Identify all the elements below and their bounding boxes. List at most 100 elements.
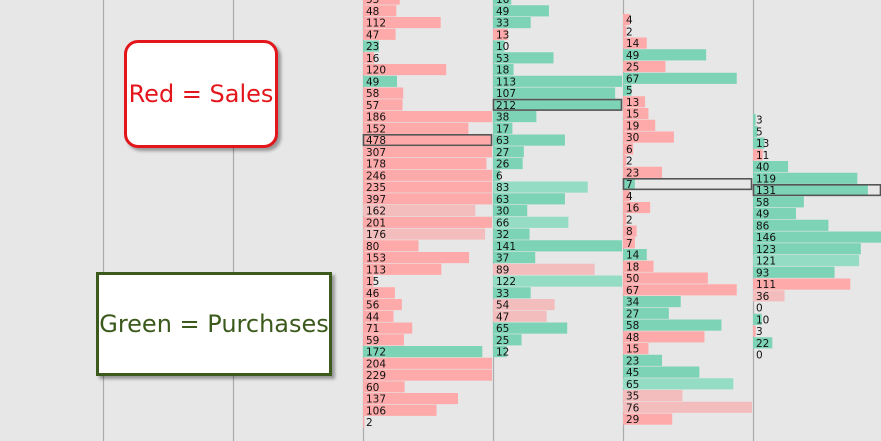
- volume-label: 121: [756, 256, 776, 268]
- volume-label: 17: [496, 123, 509, 135]
- volume-label: 49: [496, 6, 509, 18]
- purchase-bar: [623, 84, 632, 96]
- volume-label: 58: [626, 320, 639, 332]
- purchase-bar: [493, 322, 568, 334]
- volume-label: 25: [496, 335, 509, 347]
- volume-label: 76: [626, 402, 640, 414]
- volume-label: 60: [366, 382, 379, 394]
- volume-label: 53: [496, 53, 509, 65]
- volume-label: 107: [496, 88, 516, 100]
- purchase-bar: [753, 337, 773, 349]
- sales-bar: [753, 149, 763, 161]
- sales-bar: [623, 413, 673, 425]
- volume-label: 83: [496, 182, 509, 194]
- purchase-bar: [753, 231, 881, 243]
- volume-label: 23: [626, 355, 639, 367]
- volume-label: 27: [496, 147, 509, 159]
- volume-label: 153: [366, 253, 386, 265]
- volume-label: 0: [756, 350, 763, 362]
- purchase-bar: [753, 196, 804, 208]
- sales-bar: [363, 52, 375, 64]
- sales-bar: [623, 390, 683, 402]
- volume-label: 113: [366, 264, 386, 276]
- profile-column-1: 5348112472316120495857186152478307178246…: [362, 0, 493, 429]
- volume-label: 112: [366, 18, 386, 30]
- purchase-bar: [623, 366, 700, 378]
- purchase-bar: [493, 205, 528, 217]
- sales-bar: [623, 37, 647, 49]
- volume-label: 123: [756, 244, 776, 256]
- volume-label: 45: [626, 367, 639, 379]
- volume-label: 3: [756, 326, 763, 338]
- sales-bar: [363, 404, 437, 416]
- volume-label: 152: [366, 123, 386, 135]
- purchase-bar: [753, 114, 756, 126]
- volume-label: 49: [626, 50, 639, 62]
- purchase-bar: [493, 122, 513, 134]
- volume-label: 15: [626, 344, 639, 356]
- sales-bar: [363, 322, 413, 334]
- volume-label: 54: [496, 300, 510, 312]
- purchase-bar: [363, 346, 483, 358]
- purchase-bar: [493, 40, 505, 52]
- sales-bar: [363, 17, 441, 29]
- volume-label: 22: [756, 338, 769, 350]
- volume-label: 33: [496, 288, 509, 300]
- volume-label: 18: [496, 65, 509, 77]
- sales-bar: [623, 331, 705, 343]
- purchase-bar: [493, 5, 549, 17]
- purchase-bar: [753, 137, 765, 149]
- volume-label: 235: [366, 182, 386, 194]
- volume-label: 5: [756, 126, 763, 138]
- volume-label: 67: [626, 285, 639, 297]
- sales-bar: [363, 99, 403, 111]
- sales-bar: [623, 190, 630, 202]
- volume-label: 46: [366, 288, 380, 300]
- volume-label: 8: [626, 226, 633, 238]
- volume-label: 48: [626, 332, 639, 344]
- volume-label: 137: [366, 394, 386, 406]
- volume-label: 478: [366, 135, 386, 147]
- volume-label: 113: [496, 76, 516, 88]
- profile-column-2: 1649331310531811310721238176327266836330…: [492, 0, 623, 359]
- sales-bar: [493, 263, 595, 275]
- volume-label: 122: [496, 276, 516, 288]
- sales-bar: [363, 299, 402, 311]
- volume-label: 33: [496, 18, 509, 30]
- purchase-bar: [493, 64, 514, 76]
- volume-label: 59: [366, 335, 379, 347]
- volume-label: 397: [366, 194, 386, 206]
- volume-label: 47: [366, 29, 379, 41]
- volume-label: 32: [496, 229, 509, 241]
- sales-bar: [363, 381, 405, 393]
- sales-bar: [363, 393, 459, 405]
- purchase-bar: [493, 228, 530, 240]
- purchase-bar: [753, 208, 796, 220]
- volume-label: 16: [626, 203, 640, 215]
- sales-bar: [753, 325, 756, 337]
- purchases-legend-callout: Green = Purchases: [96, 272, 332, 376]
- volume-label: 106: [366, 405, 386, 417]
- volume-label: 27: [626, 308, 639, 320]
- volume-label: 2: [366, 417, 373, 429]
- sales-bar: [623, 25, 627, 37]
- sales-bar: [363, 240, 419, 252]
- volume-label: 49: [756, 209, 769, 221]
- purchase-bar: [493, 334, 522, 346]
- volume-label: 63: [496, 194, 509, 206]
- volume-label: 172: [366, 347, 386, 359]
- volume-label: 34: [626, 297, 640, 309]
- purchase-bar: [493, 216, 569, 228]
- volume-label: 30: [496, 206, 509, 218]
- sales-bar: [623, 166, 663, 178]
- purchase-bar: [493, 146, 524, 158]
- sales-bar: [623, 260, 654, 272]
- purchase-bar: [753, 219, 829, 231]
- sales-legend-label: Red = Sales: [128, 80, 274, 108]
- volume-label: 58: [756, 197, 769, 209]
- purchase-bar: [363, 40, 379, 52]
- volume-label: 71: [366, 323, 379, 335]
- purchase-bar: [753, 161, 789, 173]
- volume-label: 66: [496, 217, 510, 229]
- volume-label: 35: [626, 391, 639, 403]
